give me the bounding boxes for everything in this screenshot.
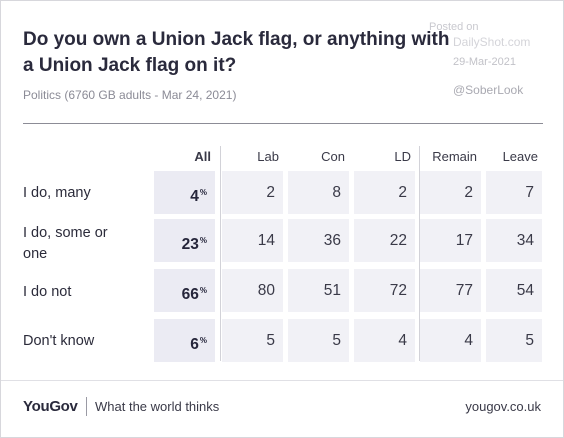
row-label: I do, many	[23, 185, 91, 201]
cell-all: 23%	[154, 219, 215, 262]
cell-all-value: 6	[190, 336, 199, 353]
cell-leave: 7	[486, 171, 542, 214]
row-label: I do, some or one	[23, 225, 108, 262]
watermark-date: 29-Mar-2021	[453, 56, 516, 68]
cell-con: 5	[288, 319, 349, 362]
cell-leave: 34	[486, 219, 542, 262]
cell-lab: 14	[222, 219, 283, 262]
cell-ld: 4	[354, 319, 415, 362]
percent-sign: %	[199, 286, 207, 295]
cell-all-value: 4	[190, 188, 199, 205]
cell-ld: 72	[354, 269, 415, 312]
cell-con: 36	[288, 219, 349, 262]
logo-separator	[86, 397, 87, 416]
cell-all-value: 66	[181, 286, 199, 303]
watermark-posted-label: Posted on	[429, 21, 479, 33]
column-header-leave: Leave	[502, 149, 538, 164]
cell-lab: 80	[222, 269, 283, 312]
watermark-handle: @SoberLook	[453, 83, 524, 97]
yougov-logo: YouGov	[23, 398, 78, 415]
chart-title: Do you own a Union Jack flag, or anythin…	[23, 29, 450, 76]
percent-sign: %	[199, 336, 207, 345]
footer-tagline: What the world thinks	[95, 399, 220, 414]
footer-url: yougov.co.uk	[465, 399, 541, 414]
chart-subtitle: Politics (6760 GB adults - Mar 24, 2021)	[23, 88, 237, 102]
cell-leave: 54	[486, 269, 542, 312]
cell-lab: 5	[222, 319, 283, 362]
cell-ld: 2	[354, 171, 415, 214]
cell-all-value: 23	[181, 236, 199, 253]
header-divider	[23, 123, 543, 124]
column-header-lab: Lab	[257, 149, 279, 164]
percent-sign: %	[199, 236, 207, 245]
cell-leave: 5	[486, 319, 542, 362]
row-label: Don't know	[23, 333, 95, 349]
row-label: I do not	[23, 284, 72, 300]
watermark-site: DailyShot.com	[453, 35, 531, 49]
cell-ld: 22	[354, 219, 415, 262]
column-header-ld: LD	[394, 149, 411, 164]
column-header-remain: Remain	[432, 149, 477, 164]
cell-lab: 2	[222, 171, 283, 214]
cell-con: 51	[288, 269, 349, 312]
cell-all: 66%	[154, 269, 215, 312]
cell-con: 8	[288, 171, 349, 214]
cell-remain: 2	[420, 171, 481, 214]
cell-remain: 17	[420, 219, 481, 262]
cell-remain: 4	[420, 319, 481, 362]
column-divider	[419, 146, 420, 361]
footer-divider	[1, 380, 563, 381]
column-divider	[220, 146, 221, 361]
cell-all: 6%	[154, 319, 215, 362]
column-header-con: Con	[321, 149, 345, 164]
cell-all: 4%	[154, 171, 215, 214]
percent-sign: %	[199, 188, 207, 197]
cell-remain: 77	[420, 269, 481, 312]
column-header-all: All	[194, 149, 211, 164]
